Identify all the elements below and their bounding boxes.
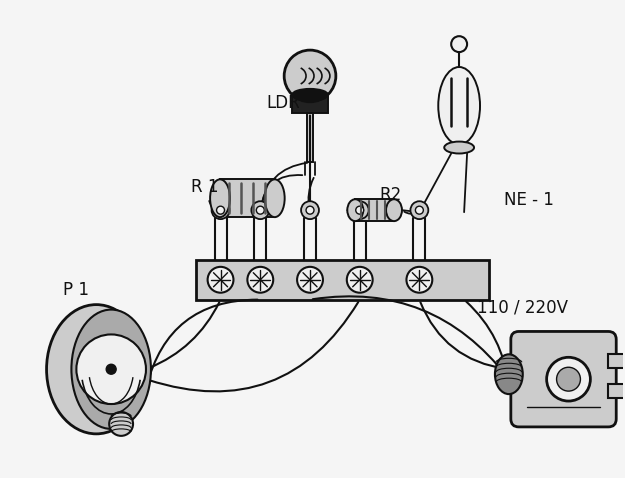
Circle shape [416,206,423,214]
Circle shape [451,36,467,52]
Text: NE - 1: NE - 1 [504,191,554,209]
Ellipse shape [292,89,328,101]
Ellipse shape [348,199,363,221]
Bar [196,260,489,300]
Text: R2: R2 [379,186,402,204]
Circle shape [297,267,323,293]
Circle shape [351,201,369,219]
Ellipse shape [438,67,480,144]
Bar [608,384,625,398]
Ellipse shape [495,354,522,394]
Ellipse shape [210,179,230,217]
Circle shape [356,206,364,214]
Circle shape [106,364,116,374]
Bar [292,95,328,113]
Circle shape [406,267,432,293]
Ellipse shape [71,310,151,429]
Bar [307,113,313,163]
Bar [220,179,275,217]
Circle shape [216,206,224,214]
Circle shape [557,367,581,391]
Circle shape [251,201,269,219]
Circle shape [284,50,336,102]
Ellipse shape [265,179,284,217]
FancyBboxPatch shape [511,331,616,427]
Circle shape [248,267,273,293]
Text: LDR: LDR [266,94,300,112]
Circle shape [301,201,319,219]
Ellipse shape [46,304,146,434]
Circle shape [256,206,264,214]
Bar [355,199,394,221]
Text: R 1: R 1 [191,178,219,196]
Circle shape [547,358,591,401]
Circle shape [208,267,234,293]
Circle shape [76,335,146,404]
Circle shape [109,412,133,436]
Ellipse shape [444,141,474,153]
Circle shape [212,201,229,219]
Circle shape [306,206,314,214]
Text: 110 / 220V: 110 / 220V [477,299,568,316]
Bar [608,354,625,368]
Circle shape [347,267,372,293]
Text: P 1: P 1 [64,281,89,299]
Circle shape [411,201,428,219]
Ellipse shape [386,199,402,221]
